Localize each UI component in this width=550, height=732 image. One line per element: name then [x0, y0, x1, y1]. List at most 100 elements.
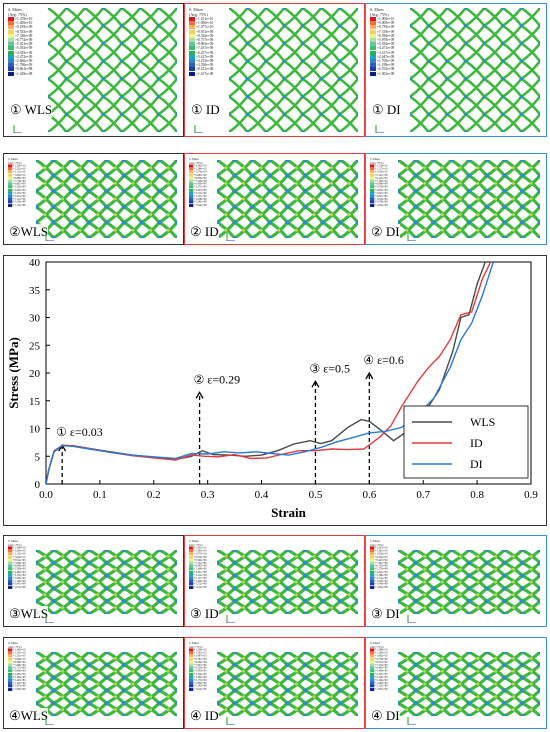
legend-title: S, Mises	[8, 641, 18, 645]
legend-swatch	[370, 194, 375, 198]
legend-value: +3.260e+09	[194, 675, 207, 679]
legend-value: +1.198e+09	[377, 63, 395, 68]
legend-value: +1.334e+10	[13, 164, 26, 168]
legend-value: +1.015e+08	[13, 585, 26, 589]
legend-swatch	[189, 176, 194, 180]
legend-swatch	[189, 579, 194, 583]
legend-value: +1.000e+08	[13, 687, 26, 691]
panel-label: ① ID	[191, 102, 220, 118]
legend-swatch	[370, 576, 375, 580]
legend-row: +4.482e+09	[8, 570, 37, 574]
lattice-structure	[398, 550, 540, 614]
legend-swatch	[8, 176, 13, 180]
legend-row: +7.109e+09	[370, 179, 399, 183]
legend-value: +1.304e+10	[194, 648, 207, 652]
legend-swatch	[8, 678, 13, 682]
legend-value: +1.184e+10	[194, 167, 207, 171]
legend-subtitle: (Avg: 75%)	[8, 11, 27, 17]
legend-swatch	[370, 561, 375, 565]
legend-swatch	[370, 573, 375, 577]
contour-legend: S, Mises (Avg: 75%) +1.219e+10 +1.117e+10 +1…	[370, 158, 399, 207]
y-tick-label: 30	[29, 313, 41, 325]
legend-value: +1.400e+10	[15, 21, 33, 26]
legend-swatch	[370, 71, 376, 76]
legend-swatch	[189, 648, 194, 652]
legend-value: +7.607e+09	[194, 663, 207, 667]
legend-swatch	[370, 179, 375, 183]
legend-swatch	[8, 50, 14, 55]
axes-triad-icon	[45, 717, 54, 725]
legend-title: S, Mises	[8, 7, 22, 12]
legend-row: +5.055e+09	[8, 46, 48, 51]
axes-triad-icon	[194, 125, 203, 133]
legend-value: +1.002e+10	[13, 555, 26, 559]
legend-row: +1.251e+10	[189, 17, 229, 22]
y-tick-label: 0	[35, 479, 41, 491]
legend-row: +3.246e+09	[370, 675, 399, 679]
legend-row: +1.000e+10	[370, 17, 410, 22]
legend-title: S, Mises	[8, 539, 18, 543]
legend-row: +9.951e+09	[189, 29, 229, 34]
legend-row: +6.094e+09	[370, 182, 399, 186]
legend-row: +1.502e+08	[370, 71, 410, 76]
legend-value: +6.445e+09	[194, 564, 207, 568]
legend-swatch	[370, 657, 375, 661]
legend-value: +5.409e+09	[375, 669, 388, 673]
legend-swatch	[189, 681, 194, 685]
legend-swatch	[8, 29, 14, 34]
legend-swatch	[370, 564, 375, 568]
legend-row: +1.004e+08	[370, 585, 399, 589]
legend-value: +1.478e+10	[15, 17, 33, 22]
legend-value: +1.014e+08	[194, 585, 207, 589]
legend-value: +1.087e+10	[194, 654, 207, 658]
legend-swatch	[370, 50, 376, 55]
legend-swatch	[370, 182, 375, 186]
legend-value: +6.667e+09	[13, 182, 26, 186]
legend-row: +3.214e+09	[189, 573, 218, 577]
legend-value: +1.112e+08	[13, 203, 26, 207]
legend-swatch	[8, 164, 13, 168]
legend-row: +1.267e+10	[370, 546, 399, 550]
legend-value: +6.596e+09	[377, 33, 395, 38]
legend-row: +3.047e+09	[370, 191, 399, 195]
panel-label: ③WLS	[9, 606, 49, 622]
legend-value: +5.417e+09	[196, 54, 214, 59]
legend-value: +1.111e+09	[13, 197, 26, 201]
legend-value: +2.031e+09	[375, 194, 388, 198]
legend-swatch	[8, 67, 14, 72]
legend-subtitle: (Avg: 75%)	[370, 160, 384, 165]
legend-swatch	[370, 25, 376, 30]
stress-strain-chart: 0.0 0.1 0.2 0.3 0.4 0.5 0.6 0.7 0.8 0.9 0 5 10 15 20 25…	[6, 257, 538, 520]
legend-row: +5.112e+08	[370, 684, 399, 688]
contour-legend: S, Mises (Avg: 75%) +1.267e+10 +1.161e+10 +1…	[370, 540, 399, 589]
chart-legend	[403, 405, 529, 479]
legend-row: +6.257e+09	[189, 50, 229, 55]
legend-swatch	[189, 46, 195, 51]
legend-row: +6.727e+09	[8, 666, 37, 670]
legend-swatch	[370, 672, 375, 676]
legend-value: +1.082e+09	[375, 681, 388, 685]
legend-row: +8.914e+09	[8, 558, 37, 562]
legend-subtitle: (Avg: 75%)	[189, 11, 208, 17]
legend-row: +1.003e+08	[370, 687, 399, 691]
legend-row: +3.333e+09	[8, 191, 37, 195]
legend-row: +1.082e+09	[370, 681, 399, 685]
x-tick-label: 0.7	[416, 489, 430, 501]
legend-swatch	[189, 179, 194, 183]
legend-row: +1.056e+09	[370, 579, 399, 583]
legend-row: +5.078e+08	[370, 200, 399, 204]
legend-value: +1.009e+10	[13, 657, 26, 661]
legend-swatch	[189, 561, 194, 565]
legend-value: +1.298e+10	[375, 648, 388, 652]
legend-row: +8.739e+09	[370, 25, 410, 30]
contour-legend: S, Mises (Avg: 75%) +1.291e+10 +1.183e+10 +1…	[189, 540, 218, 589]
legend-swatch	[370, 558, 375, 562]
legend-row: +5.433e+09	[189, 669, 218, 673]
legend-row: +1.183e+10	[189, 549, 218, 553]
legend-value: +6.450e+09	[194, 182, 207, 186]
legend-swatch	[8, 38, 14, 43]
legend-value: +4.444e+09	[13, 188, 26, 192]
legend-value: +5.055e+09	[15, 46, 33, 51]
legend-value: +6.774e+09	[15, 38, 33, 43]
legend-swatch	[189, 573, 194, 577]
